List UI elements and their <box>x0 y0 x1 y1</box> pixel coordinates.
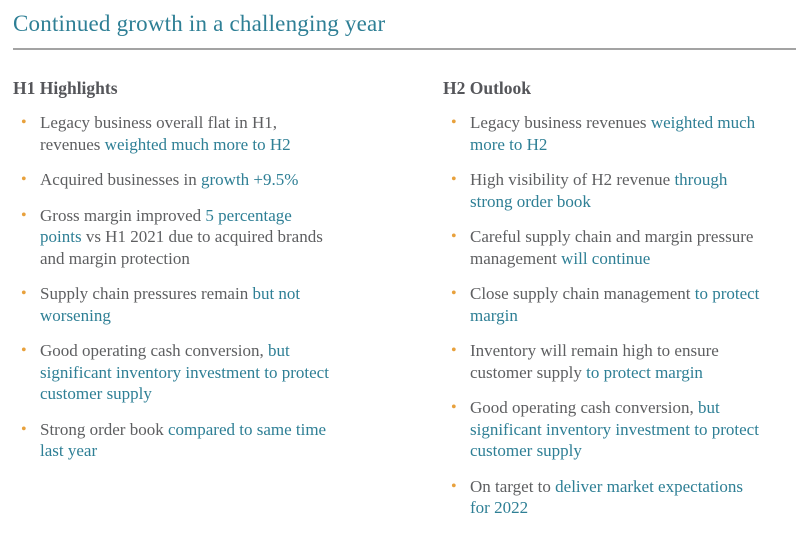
bullet-text: Good operating cash conversion, but sign… <box>470 397 767 462</box>
plain-text-segment: Good operating cash conversion, <box>470 398 699 417</box>
bullet-item: • Legacy business overall flat in H1, rev… <box>13 112 443 155</box>
highlighted-text-segment: deliver market expectations for 2022 <box>470 476 744 518</box>
plain-text-segment: Close supply chain management <box>470 284 695 303</box>
plain-text-segment: Legacy business overall flat in H1, reve… <box>40 113 277 154</box>
bullet-list-h1: • Legacy business overall flat in H1, rev… <box>13 112 443 462</box>
bullet-item: • Supply chain pressures remain but not w… <box>13 283 443 326</box>
highlighted-text-segment: compared to same time last year <box>40 419 327 461</box>
plain-text-segment: Inventory will remain high to ensure cus… <box>470 341 719 382</box>
bullet-marker-icon: • <box>21 171 27 188</box>
column-heading-h2: H2 Outlook <box>443 78 532 98</box>
highlighted-text-segment: growth +9.5% <box>201 170 299 189</box>
bullet-marker-icon: • <box>21 114 27 131</box>
bullet-marker-icon: • <box>451 342 457 359</box>
bullet-text: Close supply chain management to protect… <box>470 283 767 326</box>
bullet-item: • Inventory will remain high to ensure cu… <box>443 340 796 383</box>
highlighted-text-segment: but not worsening <box>40 284 301 325</box>
bullet-list-h2: • Legacy business revenues weighted much … <box>443 112 796 519</box>
bullet-text: Acquired businesses in growth +9.5% <box>40 169 337 191</box>
bullet-item: • Good operating cash conversion, but sig… <box>443 397 796 462</box>
highlighted-text-segment: through strong order book <box>470 170 728 211</box>
bullet-marker-icon: • <box>21 342 27 359</box>
bullet-item: • Acquired businesses in growth +9.5% <box>13 169 443 191</box>
bullet-marker-icon: • <box>451 399 457 416</box>
bullet-text: Gross margin improved 5 percentage point… <box>40 205 337 270</box>
bullet-text: On target to deliver market expectations… <box>470 476 767 519</box>
column-h1-highlights: H1 Highlights • Legacy business overall f… <box>13 78 443 533</box>
bullet-item: • On target to deliver market expectation… <box>443 476 796 519</box>
bullet-marker-icon: • <box>21 285 27 302</box>
bullet-item: • Careful supply chain and margin pressur… <box>443 226 796 269</box>
column-heading-h1: H1 Highlights <box>13 78 118 98</box>
bullet-marker-icon: • <box>21 420 27 438</box>
bullet-marker-icon: • <box>451 114 457 131</box>
plain-text-segment: Gross margin improved <box>40 205 206 225</box>
bullet-text: Legacy business revenues weighted much m… <box>470 112 767 155</box>
columns-container: H1 Highlights • Legacy business overall f… <box>13 78 796 533</box>
bullet-text: Supply chain pressures remain but not wo… <box>40 283 337 326</box>
bullet-text: High visibility of H2 revenue through st… <box>470 169 767 212</box>
bullet-text: Inventory will remain high to ensure cus… <box>470 340 767 383</box>
bullet-item: • Strong order book compared to same time… <box>13 419 443 462</box>
plain-text-segment: Strong order book <box>40 419 168 439</box>
bullet-marker-icon: • <box>451 285 457 302</box>
plain-text-segment: Careful supply chain and margin pressure… <box>470 227 754 268</box>
bullet-item: • High visibility of H2 revenue through s… <box>443 169 796 212</box>
highlighted-text-segment: to protect margin <box>586 362 703 382</box>
title-divider <box>13 48 796 50</box>
plain-text-segment: Legacy business revenues <box>470 113 651 132</box>
bullet-marker-icon: • <box>451 477 457 495</box>
bullet-text: Strong order book compared to same time … <box>40 419 337 462</box>
bullet-marker-icon: • <box>21 206 27 224</box>
highlighted-text-segment: to protect margin <box>470 284 760 325</box>
bullet-text: Legacy business overall flat in H1, reve… <box>40 112 337 155</box>
bullet-item: • Close supply chain management to protec… <box>443 283 796 326</box>
plain-text-segment: Good operating cash conversion, <box>40 341 269 360</box>
bullet-text: Careful supply chain and margin pressure… <box>470 226 767 269</box>
bullet-item: • Gross margin improved 5 percentage poin… <box>13 205 443 270</box>
plain-text-segment: vs H1 2021 due to acquired brands and ma… <box>40 227 323 268</box>
plain-text-segment: Acquired businesses in <box>40 170 202 189</box>
bullet-item: • Good operating cash conversion, but sig… <box>13 340 443 405</box>
bullet-text: Good operating cash conversion, but sign… <box>40 340 337 405</box>
bullet-item: • Legacy business revenues weighted much … <box>443 112 796 155</box>
highlighted-text-segment: but significant inventory investment to … <box>470 398 759 460</box>
plain-text-segment: On target to <box>470 476 556 496</box>
bullet-marker-icon: • <box>451 171 457 188</box>
highlighted-text-segment: 5 percentage points <box>40 205 292 247</box>
highlighted-text-segment: but significant inventory investment to … <box>40 341 329 403</box>
highlighted-text-segment: weighted much more to H2 <box>104 134 291 154</box>
column-h2-outlook: H2 Outlook • Legacy business revenues wei… <box>443 78 796 533</box>
highlighted-text-segment: will continue <box>561 248 651 268</box>
plain-text-segment: Supply chain pressures remain <box>40 284 253 303</box>
plain-text-segment: High visibility of H2 revenue <box>470 170 675 189</box>
bullet-marker-icon: • <box>451 228 457 245</box>
slide-title: Continued growth in a challenging year <box>13 11 386 36</box>
highlighted-text-segment: weighted much more to H2 <box>470 113 756 154</box>
